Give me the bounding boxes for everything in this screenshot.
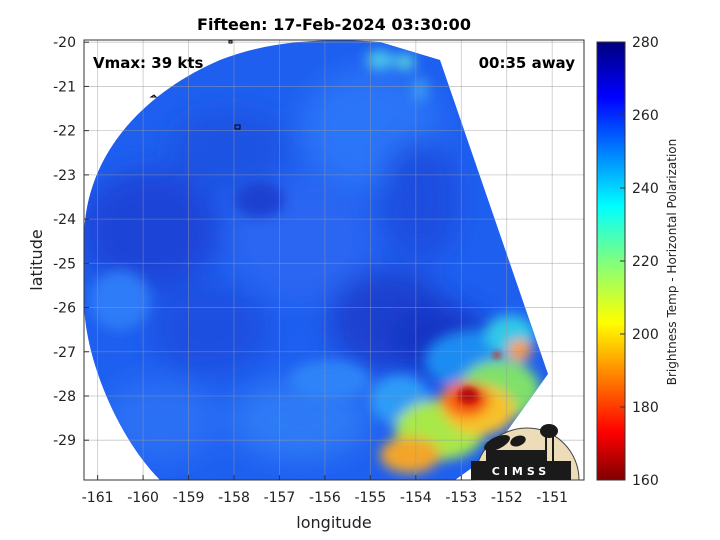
colorbar-label: Brightness Temp - Horizontal Polarizatio…: [665, 139, 679, 386]
island-outline: [149, 94, 158, 98]
colorbar-ticks: 280 260 240 220 200 180 160: [620, 35, 659, 489]
colorbar-tick-label: 160: [632, 473, 659, 489]
colorbar-tick-label: 200: [632, 327, 659, 343]
logo-dish: [510, 435, 526, 447]
x-tick-label: -154: [400, 490, 432, 506]
vmax-label: Vmax: 39 kts: [93, 54, 203, 72]
colorbar-tick-label: 240: [632, 181, 659, 197]
y-tick-label: -24: [53, 212, 76, 228]
x-tick-label: -161: [82, 490, 114, 506]
x-tick-label: -160: [127, 490, 159, 506]
cimss-logo: CIMSS: [471, 424, 580, 481]
plot-border: [83, 39, 585, 481]
grid-lines: [84, 40, 584, 480]
colorbar: 280 260 240 220 200 180 160 Brightness Temp - …: [596, 35, 679, 489]
colorbar-tick-label: 220: [632, 254, 659, 270]
island-outline: [228, 40, 233, 44]
logo-building: [486, 450, 546, 462]
colorbar-tick-label: 180: [632, 400, 659, 416]
colorbar-tick-label: 260: [632, 108, 659, 124]
x-tick-label: -151: [536, 490, 568, 506]
y-tick-label: -20: [53, 35, 76, 51]
y-tick-label: -27: [53, 345, 76, 361]
x-tick-label: -159: [173, 490, 205, 506]
logo-band: [471, 461, 571, 480]
x-tick-label: -158: [218, 490, 250, 506]
x-axis-label: longitude: [296, 513, 371, 532]
y-tick-label: -23: [53, 168, 76, 184]
logo-text: CIMSS: [492, 465, 550, 478]
y-tick-label: -25: [53, 256, 76, 272]
x-tick-label: -152: [491, 490, 523, 506]
y-axis-label: latitude: [27, 229, 46, 290]
x-tick-label: -157: [264, 490, 296, 506]
time-away-label: 00:35 away: [479, 54, 576, 72]
y-tick-label: -28: [53, 389, 76, 405]
y-tick-label: -22: [53, 124, 76, 140]
logo-tower-leg: [545, 437, 547, 461]
y-tick-label: -29: [53, 433, 76, 449]
x-tick-label: -155: [354, 490, 386, 506]
logo-dish: [484, 434, 510, 452]
y-axis: -20 -21 -22 -23 -24 -25 -26 -27 -28 -29: [53, 35, 89, 449]
colorbar-tick-label: 280: [632, 35, 659, 51]
y-tick-label: -26: [53, 301, 76, 317]
island-outlines: [149, 40, 241, 130]
x-axis: -161 -160 -159 -158 -157 -156 -155 -154 -153 -152…: [82, 475, 568, 506]
island-outline: [234, 124, 241, 130]
logo-tower-tank: [540, 424, 558, 438]
logo-tower-leg: [552, 437, 554, 461]
y-tick-label: -21: [53, 79, 76, 95]
plot-title: Fifteen: 17-Feb-2024 03:30:00: [197, 15, 471, 34]
x-tick-label: -153: [445, 490, 477, 506]
x-tick-label: -156: [309, 490, 341, 506]
